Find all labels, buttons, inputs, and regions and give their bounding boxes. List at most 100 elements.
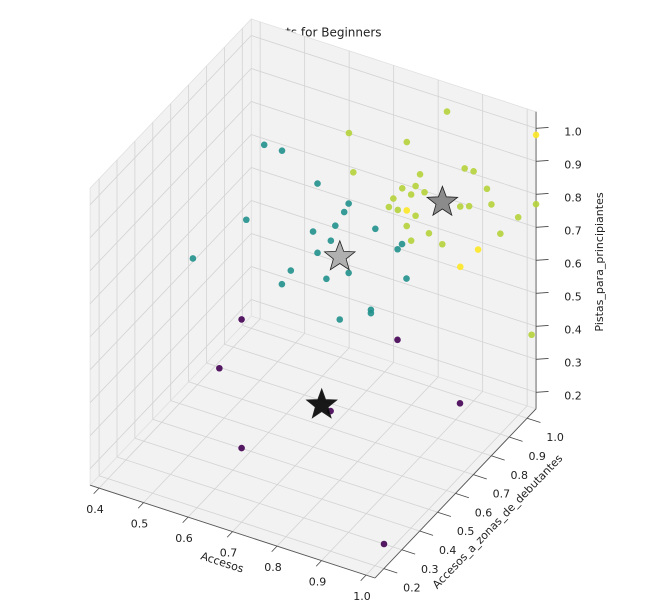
grid-line	[89, 167, 252, 337]
z-tick-label: 0.6	[564, 257, 582, 270]
centroid-star	[426, 185, 459, 217]
tick-mark	[401, 549, 416, 555]
data-point	[323, 275, 330, 283]
grid-line	[251, 167, 537, 261]
data-point	[488, 201, 495, 208]
data-point	[260, 141, 268, 149]
data-point	[461, 165, 469, 172]
data-point	[403, 275, 410, 282]
tick-mark	[455, 493, 469, 499]
z-tick-label: 0.4	[564, 323, 582, 336]
grid-line	[89, 134, 252, 304]
tick-mark	[536, 226, 549, 228]
y-tick-label: 0.5	[457, 525, 475, 538]
data-point	[367, 309, 375, 317]
tick-mark	[271, 545, 278, 553]
tick-mark	[360, 574, 367, 582]
data-point	[332, 222, 339, 229]
y-tick-label: 0.8	[511, 469, 529, 482]
tick-mark	[536, 325, 549, 327]
data-point	[425, 230, 433, 237]
z-tick-label: 0.2	[564, 389, 582, 402]
y-axis-line	[374, 408, 537, 579]
tick-mark	[383, 568, 398, 574]
data-point	[238, 444, 245, 452]
y-tick-label: 0.9	[528, 450, 546, 463]
data-point	[345, 269, 352, 277]
data-point	[385, 203, 393, 211]
y-tick-label: 0.6	[475, 506, 493, 519]
data-point	[403, 207, 411, 214]
x-tick-label: 0.6	[175, 532, 193, 545]
tick-mark	[509, 436, 523, 442]
data-point	[465, 202, 473, 210]
grid-line	[251, 68, 537, 162]
grid	[89, 21, 537, 576]
grid-line	[89, 101, 252, 271]
data-point	[314, 249, 321, 257]
data-point	[350, 169, 357, 176]
grid-line	[116, 456, 402, 551]
grid-line	[98, 475, 385, 569]
data-point	[514, 214, 522, 221]
data-point	[390, 195, 397, 202]
z-tick-label: 0.9	[564, 158, 582, 171]
grid-line	[89, 68, 252, 238]
data-point	[345, 200, 352, 207]
grid-line	[89, 233, 252, 403]
grid-line	[170, 400, 456, 494]
data-point	[243, 216, 250, 224]
grid-line	[251, 134, 537, 228]
data-point	[327, 237, 335, 244]
grid-line	[89, 299, 252, 469]
y-tick-label: 1.0	[546, 431, 564, 444]
data-point	[443, 108, 451, 115]
z-tick-label: 0.3	[564, 356, 582, 369]
data-point	[287, 267, 295, 274]
data-point	[309, 228, 317, 235]
tick-mark	[526, 417, 541, 423]
data-point	[407, 237, 415, 244]
grid-line	[152, 419, 438, 513]
data-point	[528, 331, 535, 339]
tick-mark	[536, 160, 549, 162]
data-point	[278, 147, 286, 154]
x-tick-label: 1.0	[353, 590, 371, 603]
data-point	[238, 316, 245, 323]
data-point	[416, 171, 424, 178]
tick-mark	[182, 516, 189, 524]
y-tick-label: 0.3	[421, 563, 439, 576]
grid-line	[251, 233, 537, 327]
tick-mark	[137, 502, 144, 509]
data-point	[216, 364, 223, 372]
data-point	[403, 222, 411, 230]
data-point	[340, 208, 348, 216]
data-point	[398, 185, 406, 192]
grid-line	[89, 266, 252, 436]
data-point	[457, 263, 464, 271]
y-tick-label: 0.7	[493, 488, 511, 501]
data-point	[412, 182, 419, 190]
grid-line	[251, 200, 537, 294]
tick-mark	[536, 358, 549, 360]
data-point	[394, 245, 401, 253]
tick-mark	[536, 391, 549, 393]
grid-line	[251, 35, 537, 129]
tick-mark	[226, 531, 233, 538]
data-point	[398, 240, 406, 248]
y-tick-label: 0.2	[403, 582, 421, 595]
tick-mark	[491, 455, 505, 461]
grid-line	[224, 343, 510, 438]
data-point	[380, 540, 388, 548]
data-point	[372, 225, 379, 233]
grid-line	[188, 381, 474, 475]
tick-mark	[536, 127, 549, 129]
x-tick-label: 0.8	[264, 561, 282, 574]
y-tick-label: 0.4	[439, 544, 457, 557]
data-point	[407, 191, 415, 198]
data-point	[345, 129, 353, 137]
data-point	[456, 400, 464, 407]
tick-mark	[536, 193, 549, 195]
data-point	[439, 240, 446, 248]
